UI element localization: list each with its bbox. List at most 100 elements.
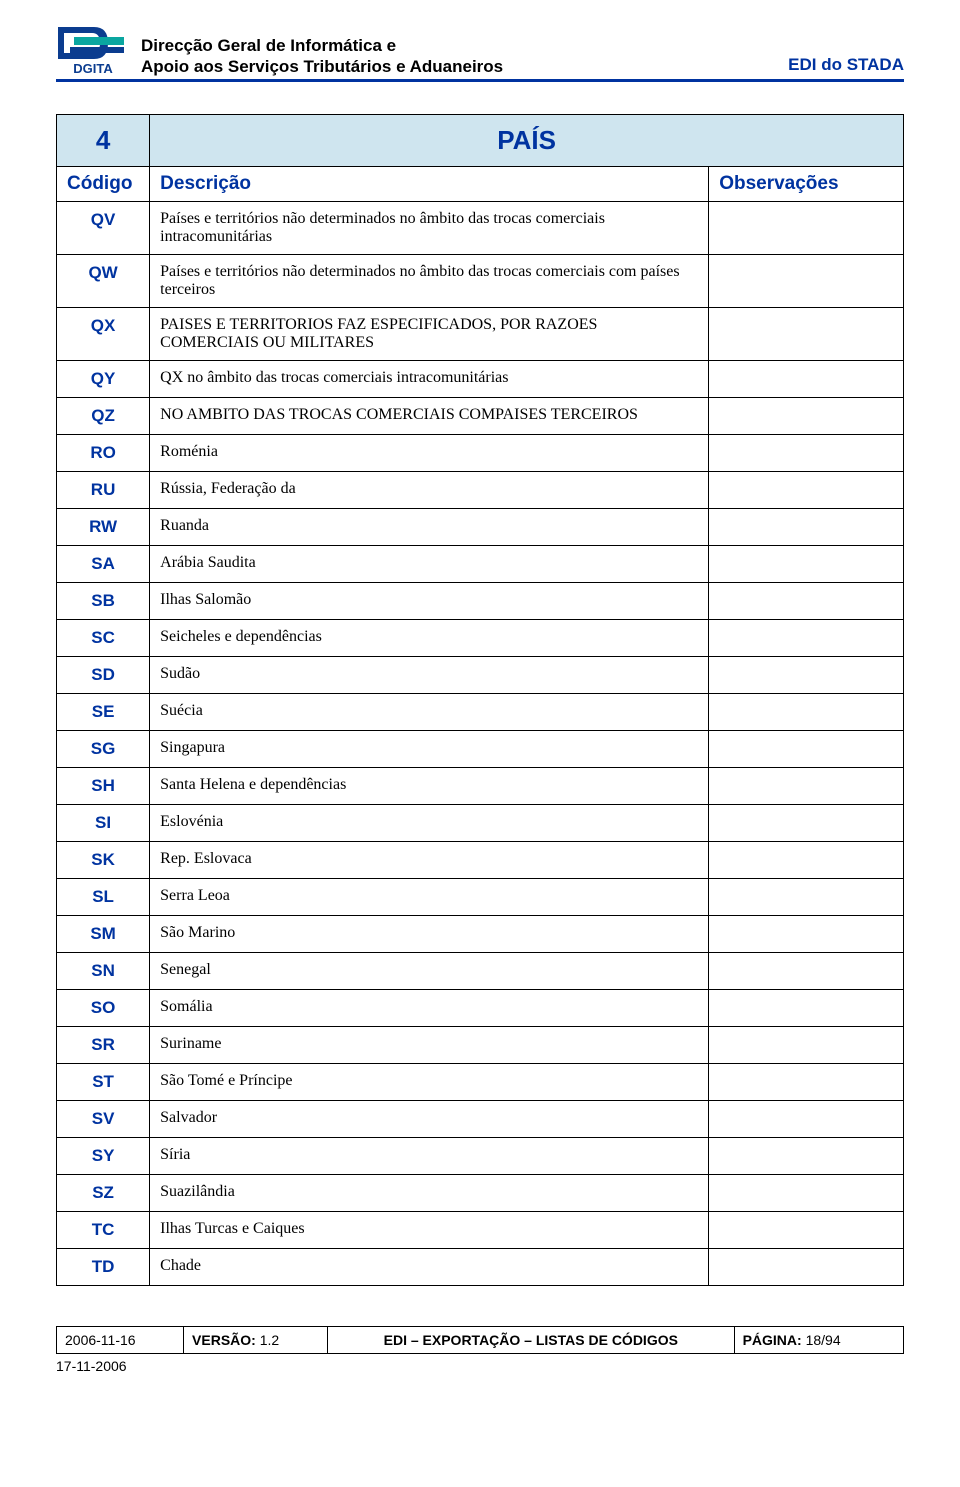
- header-system-name: EDI do STADA: [788, 55, 904, 77]
- table-row: SRSuriname: [57, 1027, 904, 1064]
- cell-obs: [709, 546, 904, 583]
- cell-obs: [709, 694, 904, 731]
- footer-version-label: VERSÃO:: [192, 1332, 256, 1348]
- cell-obs: [709, 255, 904, 308]
- cell-desc: Salvador: [150, 1101, 709, 1138]
- cell-code: QZ: [57, 398, 150, 435]
- cell-desc: Países e territórios não determinados no…: [150, 255, 709, 308]
- table-row: SESuécia: [57, 694, 904, 731]
- table-row: SYSíria: [57, 1138, 904, 1175]
- cell-code: SH: [57, 768, 150, 805]
- table-row: QVPaíses e territórios não determinados …: [57, 202, 904, 255]
- table-header-row: Código Descrição Observações: [57, 167, 904, 202]
- table-row: QXPAISES E TERRITORIOS FAZ ESPECIFICADOS…: [57, 308, 904, 361]
- cell-obs: [709, 768, 904, 805]
- table-row: SBIlhas Salomão: [57, 583, 904, 620]
- cell-code: SG: [57, 731, 150, 768]
- cell-obs: [709, 202, 904, 255]
- svg-text:DGITA: DGITA: [73, 61, 113, 76]
- cell-code: SE: [57, 694, 150, 731]
- cell-desc: Suazilândia: [150, 1175, 709, 1212]
- cell-desc: Seicheles e dependências: [150, 620, 709, 657]
- cell-desc: QX no âmbito das trocas comerciais intra…: [150, 361, 709, 398]
- cell-desc: Sudão: [150, 657, 709, 694]
- cell-desc: Suécia: [150, 694, 709, 731]
- cell-obs: [709, 879, 904, 916]
- table-row: QYQX no âmbito das trocas comerciais int…: [57, 361, 904, 398]
- cell-desc: PAISES E TERRITORIOS FAZ ESPECIFICADOS, …: [150, 308, 709, 361]
- table-row: QZNO AMBITO DAS TROCAS COMERCIAIS COMPAI…: [57, 398, 904, 435]
- cell-code: SR: [57, 1027, 150, 1064]
- table-row: QWPaíses e territórios não determinados …: [57, 255, 904, 308]
- cell-desc: Senegal: [150, 953, 709, 990]
- table-row: SCSeicheles e dependências: [57, 620, 904, 657]
- cell-code: SM: [57, 916, 150, 953]
- cell-desc: Rep. Eslovaca: [150, 842, 709, 879]
- cell-code: SL: [57, 879, 150, 916]
- cell-code: SN: [57, 953, 150, 990]
- page-footer: 2006-11-16 VERSÃO: 1.2 EDI – EXPORTAÇÃO …: [56, 1326, 904, 1374]
- cell-obs: [709, 361, 904, 398]
- table-row: SIEslovénia: [57, 805, 904, 842]
- page-container: DGITA Direcção Geral de Informática e Ap…: [0, 0, 960, 1404]
- footer-center-title: EDI – EXPORTAÇÃO – LISTAS DE CÓDIGOS: [328, 1327, 735, 1354]
- footer-info-table: 2006-11-16 VERSÃO: 1.2 EDI – EXPORTAÇÃO …: [56, 1326, 904, 1354]
- table-row: SAArábia Saudita: [57, 546, 904, 583]
- cell-code: SA: [57, 546, 150, 583]
- table-row: RURússia, Federação da: [57, 472, 904, 509]
- table-row: SNSenegal: [57, 953, 904, 990]
- cell-desc: São Tomé e Príncipe: [150, 1064, 709, 1101]
- cell-code: SD: [57, 657, 150, 694]
- col-header-desc: Descrição: [150, 167, 709, 202]
- org-logo: DGITA: [56, 25, 131, 77]
- header-line1: Direcção Geral de Informática e: [141, 35, 788, 56]
- cell-desc: NO AMBITO DAS TROCAS COMERCIAIS COMPAISE…: [150, 398, 709, 435]
- cell-obs: [709, 620, 904, 657]
- cell-obs: [709, 472, 904, 509]
- cell-code: SV: [57, 1101, 150, 1138]
- cell-code: RU: [57, 472, 150, 509]
- footer-version: VERSÃO: 1.2: [184, 1327, 328, 1354]
- page-header: DGITA Direcção Geral de Informática e Ap…: [56, 25, 904, 82]
- table-row: SHSanta Helena e dependências: [57, 768, 904, 805]
- cell-code: SC: [57, 620, 150, 657]
- col-header-code: Código: [57, 167, 150, 202]
- footer-version-value: 1.2: [260, 1332, 279, 1348]
- cell-desc: Serra Leoa: [150, 879, 709, 916]
- header-org-name: Direcção Geral de Informática e Apoio ao…: [141, 35, 788, 78]
- table-row: TDChade: [57, 1249, 904, 1286]
- table-row: SDSudão: [57, 657, 904, 694]
- cell-desc: Ilhas Salomão: [150, 583, 709, 620]
- cell-desc: Chade: [150, 1249, 709, 1286]
- cell-desc: Roménia: [150, 435, 709, 472]
- cell-desc: Países e territórios não determinados no…: [150, 202, 709, 255]
- table-row: RORoménia: [57, 435, 904, 472]
- cell-code: SI: [57, 805, 150, 842]
- cell-code: ST: [57, 1064, 150, 1101]
- table-row: TCIlhas Turcas e Caiques: [57, 1212, 904, 1249]
- cell-desc: São Marino: [150, 916, 709, 953]
- header-line2: Apoio aos Serviços Tributários e Aduanei…: [141, 56, 788, 77]
- table-title-row: 4 PAÍS: [57, 115, 904, 167]
- cell-desc: Ilhas Turcas e Caiques: [150, 1212, 709, 1249]
- cell-obs: [709, 657, 904, 694]
- cell-desc: Somália: [150, 990, 709, 1027]
- country-code-table: 4 PAÍS Código Descrição Observações QVPa…: [56, 114, 904, 1286]
- cell-desc: Singapura: [150, 731, 709, 768]
- table-row: SKRep. Eslovaca: [57, 842, 904, 879]
- cell-obs: [709, 308, 904, 361]
- cell-code: QX: [57, 308, 150, 361]
- cell-desc: Santa Helena e dependências: [150, 768, 709, 805]
- cell-obs: [709, 916, 904, 953]
- cell-desc: Síria: [150, 1138, 709, 1175]
- cell-code: RO: [57, 435, 150, 472]
- cell-obs: [709, 1212, 904, 1249]
- cell-code: QW: [57, 255, 150, 308]
- cell-desc: Eslovénia: [150, 805, 709, 842]
- cell-obs: [709, 731, 904, 768]
- table-row: STSão Tomé e Príncipe: [57, 1064, 904, 1101]
- cell-obs: [709, 1249, 904, 1286]
- cell-code: SY: [57, 1138, 150, 1175]
- cell-obs: [709, 398, 904, 435]
- cell-code: SO: [57, 990, 150, 1027]
